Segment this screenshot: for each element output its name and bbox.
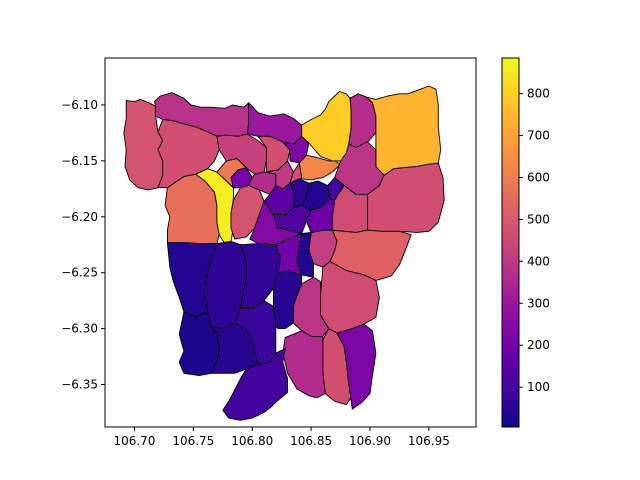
colorbar-tick-label: 400 <box>527 254 550 268</box>
colorbar-tick-label: 700 <box>527 129 550 143</box>
district-region-13 <box>348 93 377 148</box>
district-region-14 <box>366 85 442 176</box>
colorbar-tick-label: 800 <box>527 87 550 101</box>
x-tick-label: 106.80 <box>231 434 273 448</box>
y-tick-label: −6.15 <box>61 154 98 168</box>
y-tick-label: −6.30 <box>61 322 98 336</box>
district-region-36 <box>230 167 253 189</box>
colorbar: 100 200 300 400 500 600 700 800 <box>501 57 550 428</box>
axes-frame <box>104 57 477 428</box>
district-region-45 <box>249 200 303 246</box>
y-tick-label: −6.25 <box>61 266 98 280</box>
y-axis-ticks: −6.10 −6.15 −6.20 −6.25 −6.30 −6.35 <box>61 98 105 392</box>
x-tick-label: 106.70 <box>113 434 155 448</box>
district-region-31 <box>234 300 277 365</box>
x-tick-label: 106.75 <box>172 434 214 448</box>
district-region-27 <box>166 242 218 318</box>
colorbar-ticks: 100 200 300 400 500 600 700 800 <box>519 87 550 394</box>
district-polygons <box>123 85 445 421</box>
x-tick-label: 106.95 <box>408 434 450 448</box>
map-axes: 106.70 106.75 106.80 106.85 106.90 106.95 −6.… <box>61 57 477 448</box>
y-tick-label: −6.20 <box>61 210 98 224</box>
district-region-23 <box>336 323 377 410</box>
y-tick-label: −6.10 <box>61 98 98 112</box>
colorbar-gradient <box>501 57 520 428</box>
district-region-11 <box>301 91 352 162</box>
district-region-46 <box>289 162 303 184</box>
district-region-24 <box>282 330 326 399</box>
colorbar-tick-label: 300 <box>527 296 550 310</box>
district-region-42 <box>327 177 345 201</box>
colorbar-tick-label: 100 <box>527 380 550 394</box>
colorbar-tick-label: 600 <box>527 171 550 185</box>
district-region-43 <box>305 198 336 233</box>
x-tick-label: 106.90 <box>349 434 391 448</box>
x-tick-label: 106.85 <box>290 434 332 448</box>
y-tick-label: −6.35 <box>61 378 98 392</box>
colorbar-tick-label: 200 <box>527 338 550 352</box>
x-axis-ticks: 106.70 106.75 106.80 106.85 106.90 106.95 <box>113 427 450 448</box>
colorbar-tick-label: 500 <box>527 212 550 226</box>
